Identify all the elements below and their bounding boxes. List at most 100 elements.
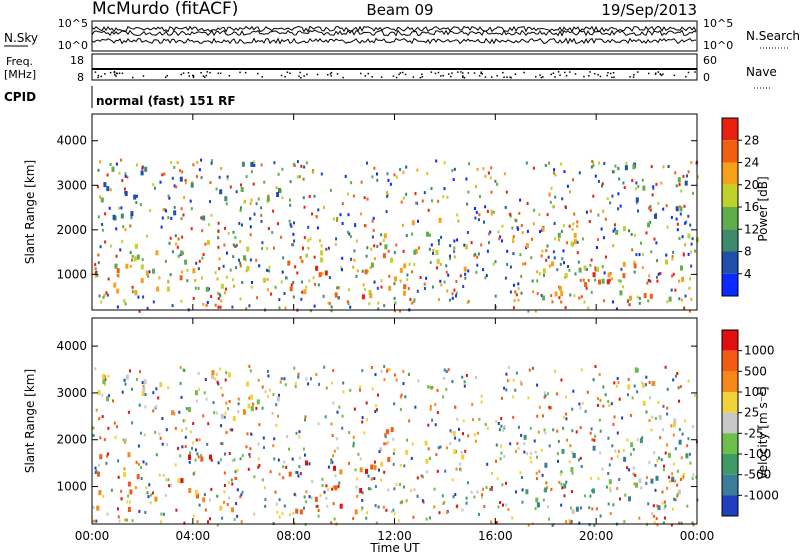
nave-point bbox=[192, 75, 195, 77]
echo-cell bbox=[674, 171, 677, 175]
echo-cell bbox=[220, 424, 222, 428]
echo-cell bbox=[441, 494, 444, 498]
nave-point bbox=[419, 76, 422, 79]
echo-cell bbox=[500, 451, 503, 455]
echo-cell bbox=[509, 442, 512, 446]
echo-cell bbox=[97, 463, 100, 467]
echo-cell bbox=[602, 404, 605, 408]
echo-cell bbox=[655, 182, 658, 186]
velocity-y-axis-label: Slant Range [km] bbox=[23, 369, 37, 473]
echo-cell bbox=[301, 260, 304, 264]
echo-cell bbox=[286, 435, 289, 438]
echo-cell bbox=[653, 237, 656, 241]
nave-point bbox=[284, 76, 286, 78]
echo-cell bbox=[453, 246, 456, 250]
velocity-data-cells bbox=[92, 364, 699, 527]
echo-cell bbox=[332, 502, 335, 506]
echo-cell bbox=[152, 183, 155, 187]
echo-cell bbox=[509, 265, 512, 269]
echo-cell bbox=[532, 222, 535, 226]
echo-cell bbox=[330, 458, 333, 462]
nave-point bbox=[289, 72, 291, 74]
nave-point bbox=[611, 76, 613, 79]
echo-cell bbox=[383, 378, 386, 382]
echo-cell bbox=[169, 273, 172, 277]
echo-cell bbox=[442, 195, 445, 199]
nave-point bbox=[559, 74, 561, 76]
nave-point bbox=[430, 71, 433, 73]
echo-cell bbox=[665, 253, 668, 257]
echo-cell bbox=[451, 478, 454, 482]
nave-point bbox=[460, 71, 462, 73]
echo-cell bbox=[380, 369, 383, 373]
echo-cell bbox=[318, 272, 322, 278]
echo-cell bbox=[691, 191, 694, 195]
echo-cell bbox=[219, 505, 223, 511]
echo-cell bbox=[568, 519, 571, 522]
echo-cell bbox=[154, 496, 158, 502]
echo-cell bbox=[514, 290, 517, 294]
echo-cell bbox=[594, 278, 597, 282]
echo-cell bbox=[288, 219, 291, 223]
echo-cell bbox=[308, 495, 311, 499]
echo-cell bbox=[595, 507, 598, 511]
echo-cell bbox=[562, 426, 565, 430]
echo-cell bbox=[349, 305, 352, 309]
echo-cell bbox=[681, 276, 685, 282]
echo-cell bbox=[597, 238, 599, 242]
echo-cell bbox=[610, 457, 613, 461]
echo-cell bbox=[162, 473, 165, 477]
echo-cell bbox=[294, 385, 297, 389]
echo-cell bbox=[553, 222, 556, 225]
echo-cell bbox=[298, 430, 301, 434]
echo-cell bbox=[352, 517, 355, 520]
echo-cell bbox=[476, 490, 479, 494]
echo-cell bbox=[149, 493, 152, 497]
echo-cell bbox=[367, 487, 370, 491]
echo-cell bbox=[663, 506, 666, 510]
x-tick-label: 08:00 bbox=[276, 529, 311, 543]
nave-point bbox=[115, 75, 117, 77]
echo-cell bbox=[188, 460, 191, 464]
colorbar-tick-label: 24 bbox=[744, 156, 759, 170]
echo-cell bbox=[372, 228, 375, 232]
echo-cell bbox=[181, 170, 184, 174]
nave-point bbox=[569, 71, 571, 73]
echo-cell bbox=[103, 182, 107, 188]
echo-cell bbox=[202, 215, 206, 221]
echo-cell bbox=[664, 516, 666, 520]
echo-cell bbox=[253, 512, 256, 516]
echo-cell bbox=[241, 490, 244, 494]
echo-cell bbox=[405, 192, 408, 196]
echo-cell bbox=[123, 187, 126, 191]
nave-point bbox=[364, 75, 366, 77]
echo-cell bbox=[543, 391, 546, 395]
echo-cell bbox=[236, 488, 239, 492]
echo-cell bbox=[237, 410, 240, 413]
echo-cell bbox=[569, 520, 572, 524]
echo-cell bbox=[638, 253, 641, 257]
echo-cell bbox=[298, 465, 301, 469]
echo-cell bbox=[207, 287, 210, 291]
echo-cell bbox=[300, 297, 303, 301]
echo-cell bbox=[261, 478, 264, 482]
echo-cell bbox=[666, 412, 669, 416]
echo-cell bbox=[257, 442, 260, 446]
echo-cell bbox=[334, 485, 338, 491]
echo-cell bbox=[604, 393, 607, 397]
echo-cell bbox=[434, 423, 437, 427]
echo-cell bbox=[275, 423, 278, 427]
echo-cell bbox=[283, 460, 286, 464]
echo-cell bbox=[590, 290, 593, 294]
echo-cell bbox=[534, 450, 537, 454]
echo-cell bbox=[317, 509, 320, 512]
echo-cell bbox=[536, 279, 539, 283]
time-x-ticks: 00:00 04:00 08:00 12:00 16:00 20:00 00:00 bbox=[75, 114, 714, 543]
echo-cell bbox=[633, 384, 636, 388]
echo-cell bbox=[373, 244, 376, 248]
echo-cell bbox=[171, 176, 174, 180]
echo-cell bbox=[662, 521, 665, 525]
echo-cell bbox=[535, 497, 539, 503]
echo-cell bbox=[112, 214, 116, 220]
echo-cell bbox=[636, 390, 639, 394]
